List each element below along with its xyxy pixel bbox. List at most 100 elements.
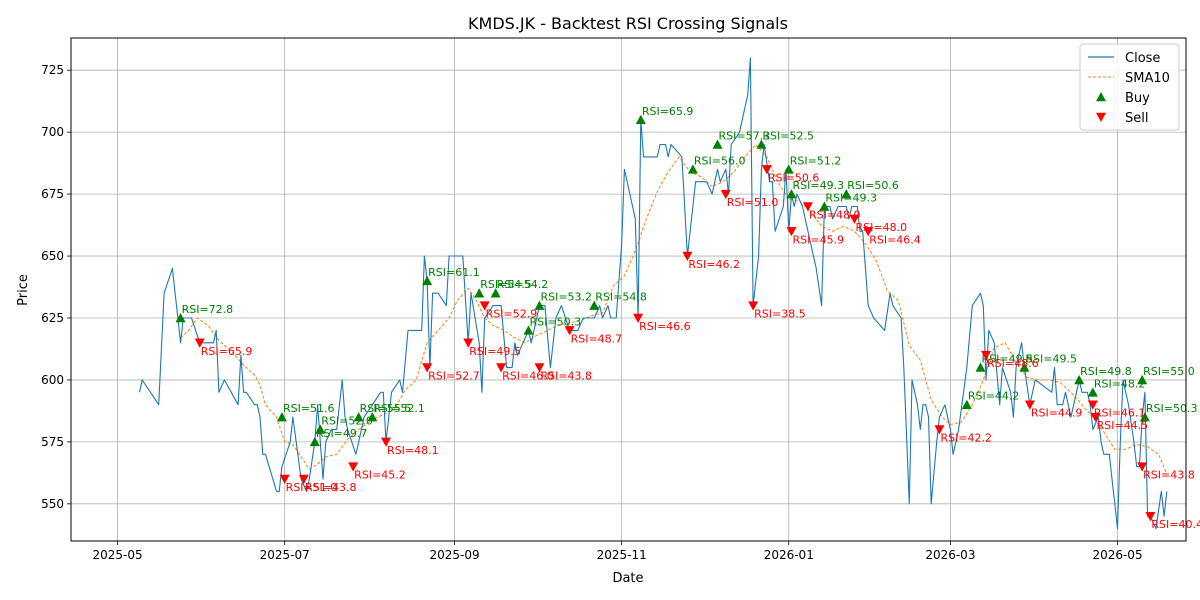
x-tick-label: 2026-01 (764, 548, 814, 562)
y-axis-label: Price (16, 274, 31, 306)
sell-marker (479, 301, 490, 311)
sell-marker (564, 326, 575, 336)
sell-signal-label: RSI=46.2 (688, 258, 740, 271)
buy-marker (1074, 374, 1085, 385)
sell-signal-label: RSI=49.5 (469, 345, 521, 358)
legend-label: Buy (1125, 91, 1150, 106)
sell-marker (534, 363, 545, 373)
buy-marker (1139, 412, 1150, 422)
sell-signal-label: RSI=44.9 (1031, 407, 1083, 420)
buy-signal-label: RSI=55.5 (360, 402, 412, 415)
sell-marker (279, 474, 290, 485)
sell-marker (802, 202, 813, 212)
sell-marker (496, 363, 507, 373)
buy-marker (841, 189, 852, 199)
buy-signal-label: RSI=50.6 (847, 179, 899, 192)
buy-marker (353, 412, 364, 422)
buy-marker (276, 412, 287, 422)
buy-signal-label: RSI=50.3 (1146, 402, 1198, 415)
buy-marker (523, 325, 534, 335)
buy-signal-label: RSI=52.5 (762, 130, 814, 143)
sell-marker (981, 350, 992, 361)
buy-marker (712, 139, 723, 149)
sell-marker (633, 313, 644, 323)
buy-signal-label: RSI=48.2 (1094, 377, 1146, 390)
sell-marker (849, 214, 860, 224)
sell-marker (786, 227, 797, 237)
sell-marker (463, 338, 474, 348)
buy-marker (367, 412, 378, 422)
x-tick-label: 2026-05 (1092, 548, 1142, 562)
sell-signal-label: RSI=48.6 (987, 357, 1039, 370)
x-tick-label: 2025-07 (260, 548, 310, 562)
buy-signal-label: RSI=51.6 (283, 402, 335, 415)
sell-marker (682, 251, 693, 262)
buy-signal-label: RSI=44.2 (968, 390, 1020, 403)
y-tick-label: 700 (41, 125, 64, 139)
buy-marker (687, 164, 698, 174)
sell-signal-label: RSI=46.4 (869, 233, 921, 246)
sell-marker (422, 363, 433, 373)
sell-marker (381, 437, 392, 447)
buy-signal-label: RSI=65.9 (642, 105, 694, 118)
buy-signal-label: RSI=54.8 (595, 291, 647, 304)
sell-signal-label: RSI=43.8 (1143, 469, 1195, 482)
buy-signal-label: RSI=53.2 (540, 291, 592, 304)
buy-signal-label: RSI=49.8 (1080, 365, 1132, 378)
x-tick-label: 2025-05 (93, 548, 143, 562)
buy-marker (961, 399, 972, 409)
y-tick-label: 725 (41, 63, 64, 77)
sell-marker (863, 227, 874, 237)
buy-signal-label: RSI=49.7 (316, 427, 368, 440)
sell-signal-label: RSI=50.6 (768, 171, 820, 184)
legend-label: SMA10 (1125, 71, 1170, 86)
sell-marker (761, 165, 772, 175)
grid-layer (71, 38, 1186, 541)
y-tick-label: 550 (41, 497, 64, 511)
legend-sell-swatch (1096, 112, 1106, 122)
sell-signal-label: RSI=45.2 (354, 469, 406, 482)
buy-marker (819, 201, 830, 211)
sell-signal-label: RSI=38.5 (754, 308, 806, 321)
chart-title: KMDS.JK - Backtest RSI Crossing Signals (468, 14, 788, 33)
legend-label: Close (1125, 51, 1160, 66)
sell-signal-label: RSI=46.6 (639, 320, 691, 333)
buy-marker (756, 139, 767, 149)
buy-signal-label: RSI=55.0 (1143, 365, 1195, 378)
sell-signal-label: RSI=51.0 (727, 196, 779, 209)
sell-signal-label: RSI=42.2 (940, 431, 992, 444)
sell-signal-label: RSI=44.5 (1097, 419, 1149, 432)
plot-frame (70, 37, 1187, 542)
sell-signal-label: RSI=48.7 (571, 332, 623, 345)
sma10-line (180, 143, 1168, 475)
buy-signal-label: RSI=54.2 (497, 278, 549, 291)
sell-signal-label: RSI=65.9 (201, 345, 253, 358)
sell-signal-label: RSI=40.4 (1151, 518, 1200, 531)
x-tick-label: 2026-03 (925, 548, 975, 562)
sell-signal-label: RSI=48.0 (809, 208, 861, 221)
sell-marker (934, 425, 945, 435)
buy-signal-label: RSI=56.0 (694, 154, 746, 167)
legend-buy-swatch (1096, 92, 1106, 102)
sell-signal-label: RSI=43.8 (540, 370, 592, 383)
buy-signal-label: RSI=49.5 (982, 353, 1034, 366)
buy-signal-label: RSI=61.1 (428, 266, 480, 279)
y-tick-label: 625 (41, 311, 64, 325)
buy-signal-label: RSI=54.5 (480, 278, 532, 291)
y-tick-label: 675 (41, 187, 64, 201)
buy-marker (589, 300, 600, 310)
sell-marker (1145, 511, 1156, 522)
buy-marker (786, 189, 797, 199)
buy-signal-label: RSI=51.2 (790, 154, 842, 167)
sell-signal-label: RSI=51.0 (286, 481, 338, 494)
sell-signal-label: RSI=43.8 (305, 481, 357, 494)
buy-marker (422, 275, 433, 286)
buy-marker (975, 362, 986, 372)
buy-marker (1087, 387, 1098, 397)
x-tick-label: 2025-09 (429, 548, 479, 562)
buy-marker (1137, 374, 1148, 385)
buy-signal-label: RSI=72.8 (182, 303, 234, 316)
sell-signal-label: RSI=48.1 (387, 444, 439, 457)
